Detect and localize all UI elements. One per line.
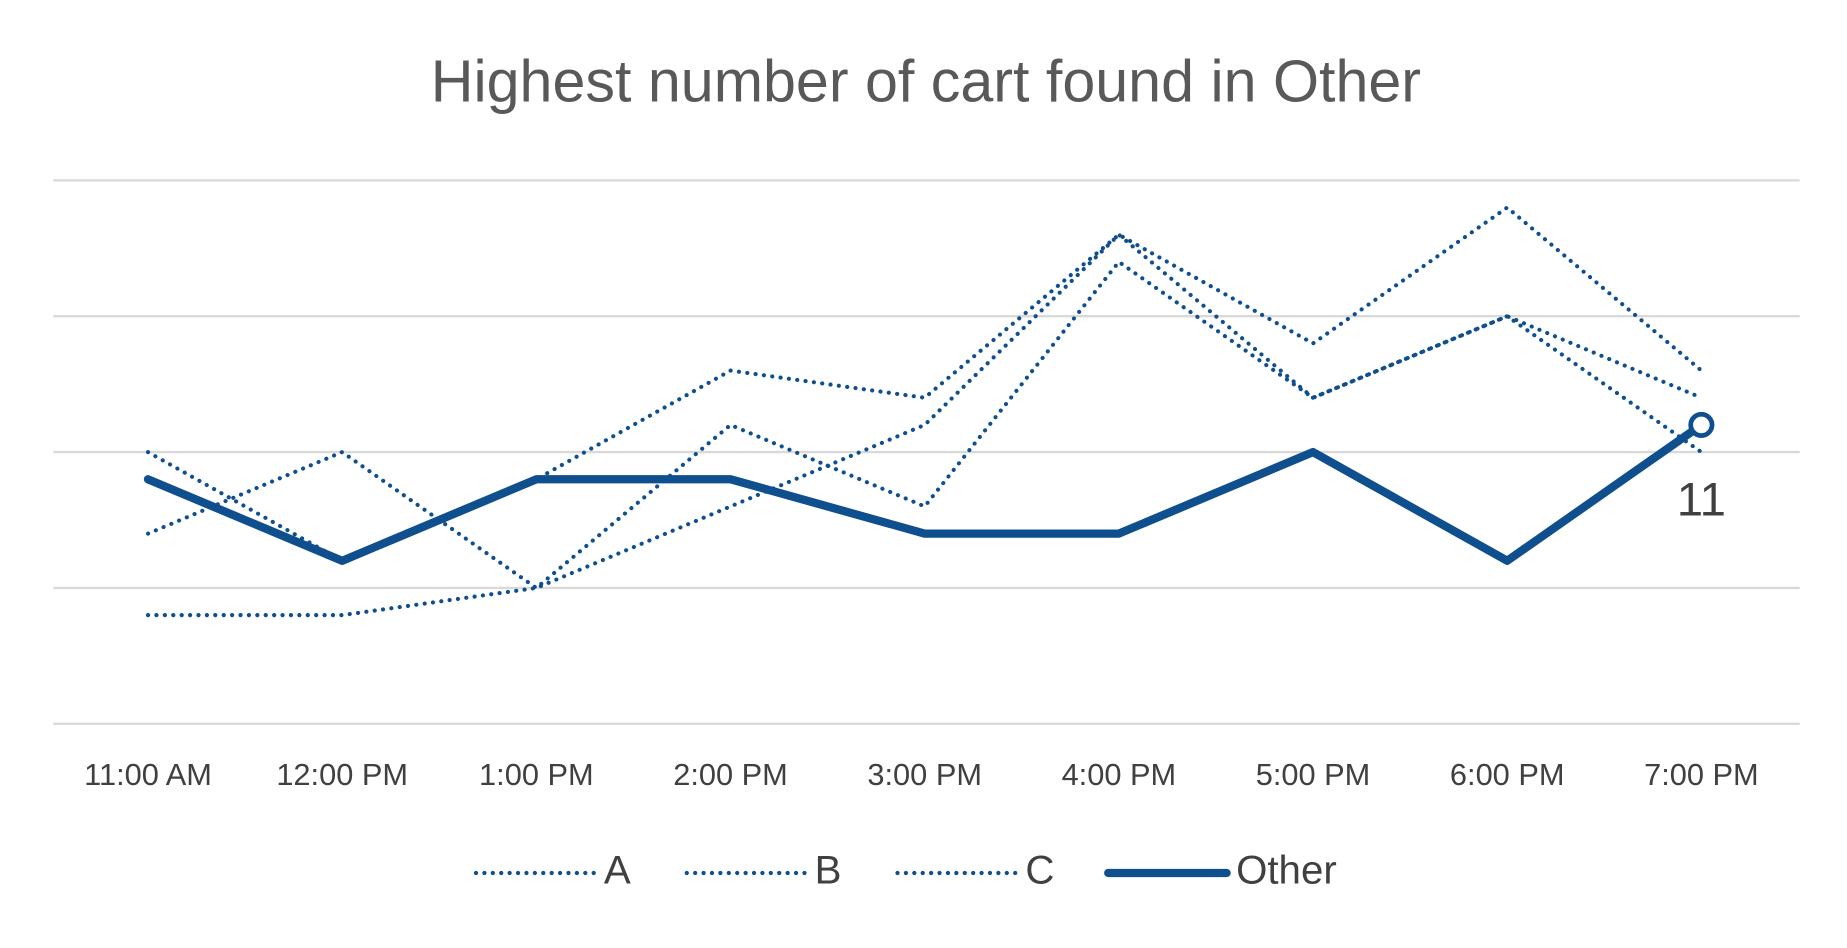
series-line xyxy=(143,420,1706,565)
x-tick-label: 6:00 PM xyxy=(1450,757,1565,792)
x-tick-label: 11:00 AM xyxy=(84,757,212,792)
data-point xyxy=(1688,411,1715,438)
x-tick-label: 4:00 PM xyxy=(1062,757,1177,792)
data-label: 11 xyxy=(1677,474,1726,527)
legend-label: C xyxy=(1025,848,1054,893)
legend-label: Other xyxy=(1236,848,1337,893)
x-tick-label: 3:00 PM xyxy=(867,757,982,792)
x-tick-label: 1:00 PM xyxy=(479,757,594,792)
x-tick-label: 5:00 PM xyxy=(1256,757,1371,792)
series-line xyxy=(145,204,1704,564)
x-tick-label: 7:00 PM xyxy=(1644,757,1759,792)
chart-title: Highest number of cart found in Other xyxy=(431,47,1421,114)
legend-label: B xyxy=(815,848,842,893)
legend-label: A xyxy=(604,848,631,893)
x-tick-label: 2:00 PM xyxy=(673,757,788,792)
x-tick-label: 12:00 PM xyxy=(276,757,408,792)
series-line xyxy=(145,231,1704,618)
